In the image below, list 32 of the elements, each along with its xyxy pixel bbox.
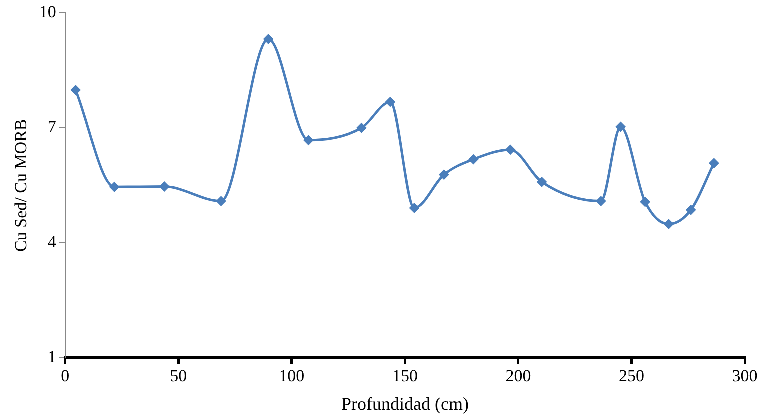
point bbox=[110, 182, 120, 192]
point bbox=[686, 205, 696, 216]
x-axis-title: Profundidad (cm) bbox=[341, 394, 469, 414]
x-tick-label: 50 bbox=[170, 366, 188, 386]
point bbox=[596, 196, 606, 206]
point bbox=[409, 203, 420, 214]
point bbox=[264, 34, 274, 44]
point bbox=[616, 122, 626, 132]
x-tick-label: 0 bbox=[61, 366, 70, 386]
point bbox=[709, 158, 720, 168]
point bbox=[537, 177, 548, 188]
y-tick-label: 10 bbox=[39, 2, 56, 22]
y-tick-label: 4 bbox=[48, 232, 57, 252]
point bbox=[506, 144, 516, 155]
x-tick-label: 150 bbox=[392, 366, 418, 386]
point bbox=[664, 219, 674, 230]
point bbox=[468, 154, 479, 165]
point bbox=[439, 170, 450, 180]
y-axis-title: Cu Sed/ Cu MORB bbox=[12, 119, 31, 252]
y-tick-label: 7 bbox=[48, 118, 57, 137]
point bbox=[216, 196, 226, 206]
point bbox=[304, 135, 314, 146]
point bbox=[356, 123, 367, 134]
point bbox=[70, 85, 81, 96]
y-tick-label: 1 bbox=[48, 347, 56, 366]
point bbox=[385, 97, 396, 108]
point bbox=[160, 182, 170, 192]
x-tick-label: 250 bbox=[618, 366, 644, 386]
point bbox=[640, 197, 650, 208]
x-tick-label: 300 bbox=[732, 366, 758, 386]
x-tick-label: 100 bbox=[279, 366, 305, 386]
x-tick-label: 200 bbox=[506, 366, 532, 386]
